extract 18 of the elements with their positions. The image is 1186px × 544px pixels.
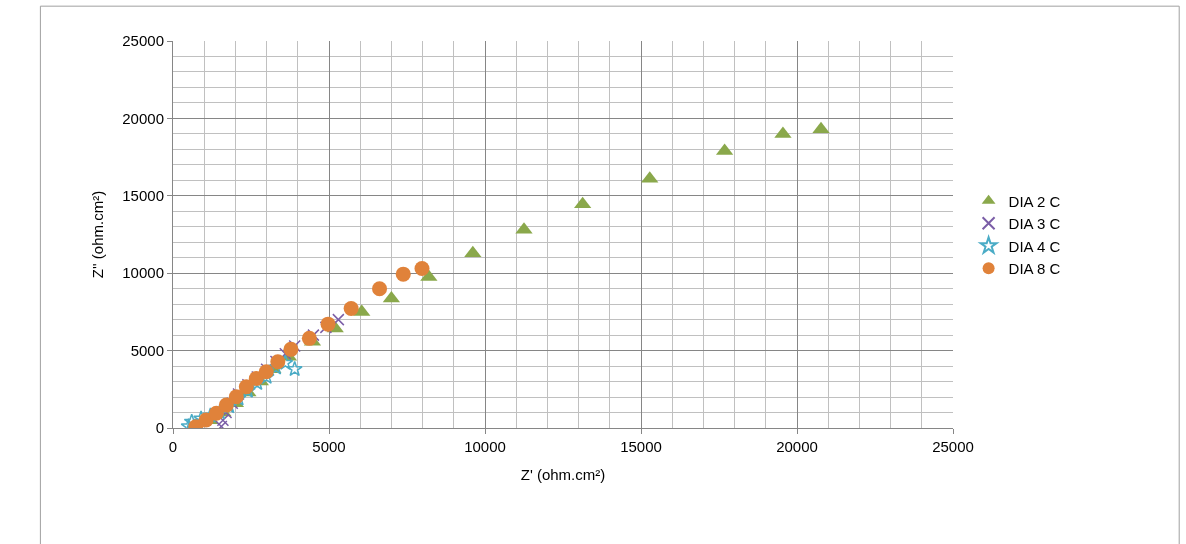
y-axis-title: Z'' (ohm.cm²) [88, 190, 106, 279]
x-tick-label: 5000 [312, 438, 346, 455]
y-tick-label: 5000 [130, 341, 164, 359]
y-tick-label: 15000 [122, 187, 164, 205]
x-axis-title: Z' (ohm.cm²) [520, 466, 606, 483]
y-tick-label: 25000 [122, 32, 164, 50]
y-tick-label: 20000 [122, 109, 164, 127]
y-tick-label: 10000 [122, 264, 164, 282]
y-tick-label: 0 [155, 419, 164, 437]
legend-label: DIA 2 C [1008, 192, 1061, 210]
x-tick-label: 0 [168, 438, 178, 455]
x-tick-label: 25000 [932, 438, 974, 455]
legend-label: DIA 3 C [1008, 215, 1061, 233]
legend-label: DIA 4 C [1008, 237, 1061, 255]
x-tick-label: 20000 [776, 438, 818, 455]
x-tick-label: 10000 [464, 438, 506, 455]
x-tick-label: 15000 [620, 438, 662, 455]
legend-label: DIA 8 C [1008, 260, 1061, 278]
